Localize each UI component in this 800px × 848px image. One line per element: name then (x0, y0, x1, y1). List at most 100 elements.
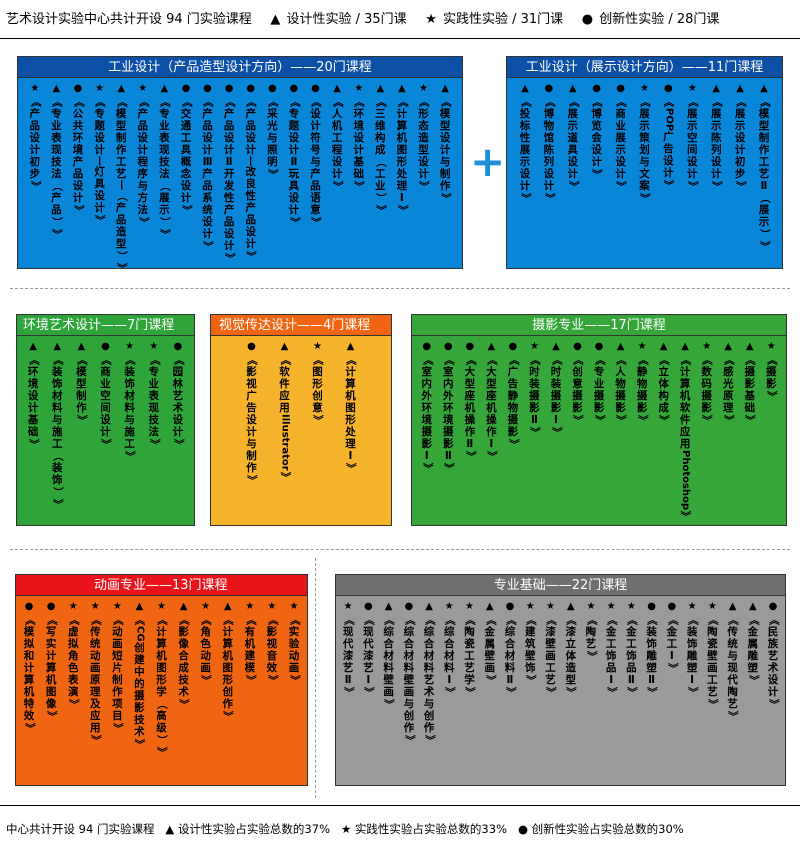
course-type-mark: ▲ (616, 341, 625, 352)
footer-innovation-share: 创新性实验占实验总数的30% (531, 822, 684, 836)
course-type-mark: ● (46, 601, 56, 612)
course-type-mark: ▲ (566, 601, 575, 612)
course-name: 《人物摄影》 (614, 354, 627, 426)
course-type-mark: ★ (245, 601, 255, 612)
course-type-mark: ● (505, 601, 515, 612)
course-name: 《摄影》 (765, 354, 778, 402)
course-item: ▲ 《大型座机操作 Ⅰ 》 (481, 336, 503, 462)
course-type-mark: ▲ (724, 341, 733, 352)
course-name: 《立体构成》 (657, 354, 670, 426)
course-item: ● 《装饰雕塑 Ⅱ 》 (642, 596, 662, 698)
course-name: 《产品设计初步》 (28, 96, 41, 192)
course-item: ▲ 《 CG 创建中的摄影技术》 (128, 596, 150, 750)
footer-practice-share: 实践性实验占实验总数的33% (354, 822, 507, 836)
footer-design-share: 设计性实验占实验总数的37% (177, 822, 330, 836)
course-name: 《时装摄影 Ⅰ 》 (549, 354, 562, 438)
course-name: 《博览会设计》 (590, 96, 603, 180)
course-name: 《漆立体造型》 (564, 614, 577, 698)
design-mark-icon: ▲ (270, 12, 281, 27)
course-type-mark: ▲ (681, 341, 689, 352)
course-name: 《金工饰品 Ⅱ 》 (625, 614, 638, 698)
course-type-mark: ● (173, 341, 183, 352)
course-item: ● 《大型座机操作 Ⅱ 》 (459, 336, 481, 462)
course-name: 《三维构成（工业）》 (374, 96, 387, 216)
course-item: ● 《广告静物摄影》 (502, 336, 524, 450)
course-name: 《金工饰品 Ⅰ 》 (605, 614, 618, 698)
course-type-mark: ● (422, 341, 432, 352)
practice-mark-icon: ★ (425, 12, 437, 27)
course-type-mark: ● (311, 83, 320, 94)
course-item: ▲ 《展示设计初步》 (728, 78, 752, 192)
course-type-mark: ★ (640, 83, 649, 94)
course-name: 《大型座机操作 Ⅰ 》 (485, 354, 498, 462)
industrial-exhibition-box: 工业设计（展示设计方向）——11门课程 ▲ 《投标性展示设计》 ● 《博物馆陈列设计》… (506, 56, 783, 269)
environment-box: 环境艺术设计——7门课程 ▲ 《环境设计基础》 ▲ 《装饰材料与施工（装饰）》 ▲ 《模型… (16, 314, 195, 526)
course-name: 《形态造型设计》 (417, 96, 430, 192)
course-name: 《专业表现技法（展示）》 (158, 96, 171, 240)
course-item: ▲ 《漆立体造型》 (561, 596, 581, 698)
course-type-mark: ▲ (552, 341, 560, 352)
course-type-mark: ★ (138, 83, 148, 94)
course-item: ● 《写实计算机图像》 (40, 596, 62, 722)
course-name: 《陶艺》 (584, 614, 597, 662)
course-name: 《专题设计 — 灯具设计》 (93, 96, 106, 226)
course-type-mark: ● (224, 83, 234, 94)
course-item: ● 《综合材料 Ⅱ 》 (500, 596, 520, 698)
header-design-count: 设计性实验 / 35门课 (286, 12, 407, 27)
course-item: ★ 《产品设计程序与方法》 (132, 78, 154, 228)
course-type-mark: ★ (419, 83, 428, 94)
course-name: 《软件应用 Illustrator 》 (278, 354, 291, 482)
course-item: ▲ 《环境设计基础》 (21, 336, 45, 450)
course-name: 《影视广告设计与制作》 (245, 354, 258, 486)
course-type-mark: ● (573, 341, 582, 352)
course-name: 《环境设计基础》 (352, 96, 365, 192)
course-type-mark: ● (404, 601, 414, 612)
course-item: ● 《产品设计 — 改良性产品设计》 (240, 78, 262, 262)
industrial-product-box: 工业设计（产品造型设计方向）——20门课程 ★ 《产品设计初步》 ▲ 《专业表现技法（… (17, 56, 463, 273)
course-item: ★ 《虚拟角色表演》 (62, 596, 84, 710)
course-name: 《设计符号与产品语意》 (309, 96, 322, 228)
course-name: 《综合材料艺术与创作》 (423, 614, 436, 746)
course-name: 《环境设计基础》 (27, 354, 40, 450)
course-name: 《专业表现技法》 (147, 354, 160, 450)
course-item: ★ 《现代漆艺 Ⅱ 》 (338, 596, 358, 698)
header-practice-count: 实践性实验 / 31门课 (443, 12, 564, 27)
course-item: ▲ 《感光原理》 (717, 336, 739, 426)
course-type-mark: ★ (289, 601, 299, 612)
course-item: ● 《 POP 广告设计》 (656, 78, 680, 191)
course-type-mark: ▲ (748, 601, 757, 612)
course-name: 《计算机图形处理 Ⅰ 》 (395, 96, 408, 216)
course-type-mark: ● (592, 83, 602, 94)
course-item: ▲ 《模型制作工艺 Ⅱ （展示）》 (752, 78, 776, 252)
plus-sign: + (470, 137, 506, 186)
course-item: ▲ 《计算机软件应用 Photoshop 》 (674, 336, 696, 522)
course-type-mark: ★ (354, 83, 364, 94)
course-type-mark: ★ (157, 601, 166, 612)
course-name: 《交通工具概念设计》 (179, 96, 192, 216)
course-item: ▲ 《三维构成（工业）》 (370, 78, 392, 216)
course-type-mark: ● (544, 83, 554, 94)
course-item: ★ 《传统动画原理及应用》 (84, 596, 106, 746)
course-list: ● 《室内外环境摄影 Ⅰ 》 ● 《室内外环境摄影 Ⅱ 》 ● 《大型座机操作 Ⅱ 》 ▲ 《大型座机操作… (412, 336, 786, 525)
course-name: 《综合材料壁画与创作》 (402, 614, 415, 746)
course-item: ★ 《建筑壁饰》 (520, 596, 540, 686)
course-item: ● 《综合材料壁画与创作》 (399, 596, 419, 746)
course-name: 《陶瓷工艺学》 (463, 614, 476, 698)
course-item: ● 《影视广告设计与制作》 (235, 336, 268, 486)
header-title: 艺术设计实验中心共计开设 94 门实验课程 (6, 12, 252, 27)
course-type-mark: ★ (149, 341, 159, 352)
course-type-mark: ● (508, 341, 518, 352)
course-name: 《投标性展示设计》 (518, 96, 531, 204)
course-type-mark: ★ (606, 601, 616, 612)
course-item: ★ 《陶艺》 (581, 596, 601, 662)
section-divider (10, 288, 790, 289)
course-item: ▲ 《模型制作工艺 — （产品造型）》 (110, 78, 132, 274)
course-item: ● 《专业摄影》 (588, 336, 610, 426)
course-name: 《图形创意》 (311, 354, 324, 426)
course-item: ● 《现代漆艺 Ⅰ 》 (358, 596, 378, 698)
course-item: ★ 《数码摄影》 (696, 336, 718, 426)
course-type-mark: ★ (95, 83, 105, 94)
course-item: ▲ 《计算机图形处理 Ⅰ 》 (391, 78, 413, 216)
course-type-mark: ★ (30, 83, 40, 94)
course-name: 《室内外环境摄影 Ⅰ 》 (420, 354, 433, 474)
